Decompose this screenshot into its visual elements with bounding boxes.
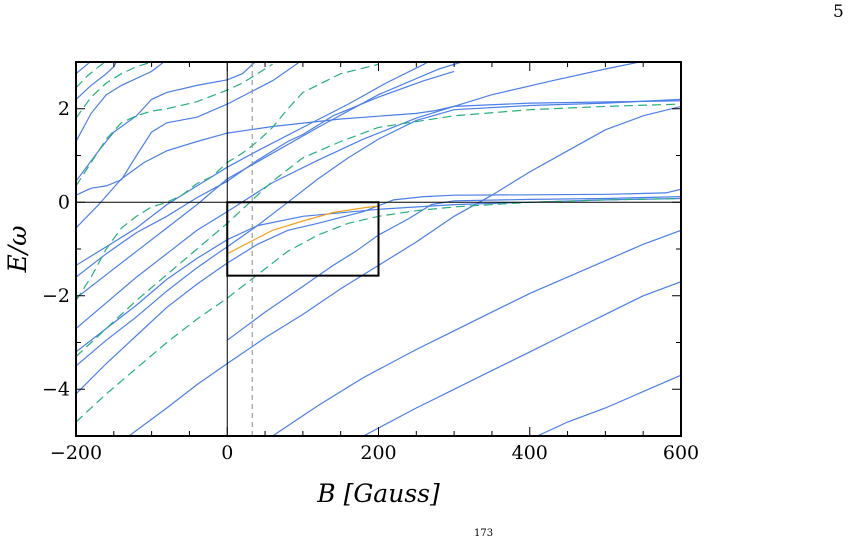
series-blue-11	[76, 188, 681, 395]
series-layer	[76, 62, 681, 436]
y-tick-label: −2	[42, 285, 70, 307]
page-number: 5	[833, 2, 844, 22]
x-tick-label: 0	[221, 442, 233, 464]
series-blue-3	[76, 62, 165, 142]
stray-superscript: 173	[474, 528, 494, 539]
series-blue-16	[363, 281, 681, 436]
series-green-20	[76, 197, 681, 423]
series-blue-10	[76, 197, 681, 353]
reference-layer	[76, 62, 681, 436]
series-blue-12	[76, 98, 681, 367]
series-blue-13	[128, 105, 681, 436]
y-tick-label: 2	[58, 98, 70, 120]
series-green-18	[76, 63, 379, 301]
x-tick-label: 200	[360, 442, 396, 464]
tick-layer: −200 0 200 400 600 −4 −2 0 2	[42, 61, 699, 464]
series-orange-24	[227, 205, 379, 255]
highlight-box	[226, 201, 380, 277]
y-tick-label: −4	[42, 378, 70, 400]
series-blue-14	[226, 196, 681, 341]
x-tick-label: 400	[512, 442, 548, 464]
series-blue-7	[76, 62, 643, 329]
series-green-22	[76, 62, 152, 119]
x-axis-label: B [Gauss]	[316, 479, 440, 508]
series-blue-4	[76, 62, 118, 100]
series-blue-8	[76, 62, 429, 266]
y-tick-label: 0	[58, 191, 70, 213]
x-tick-label: 600	[663, 442, 699, 464]
x-tick-label: −200	[50, 442, 102, 464]
series-blue-17	[537, 374, 681, 436]
y-axis-label: E/ω	[3, 225, 32, 273]
series-green-23	[76, 62, 107, 89]
series-blue-5	[76, 62, 91, 75]
series-green-21	[76, 63, 273, 187]
series-blue-15	[272, 229, 681, 436]
series-blue-2	[76, 62, 256, 182]
series-blue-1	[76, 62, 301, 196]
series-blue-9	[76, 70, 455, 278]
